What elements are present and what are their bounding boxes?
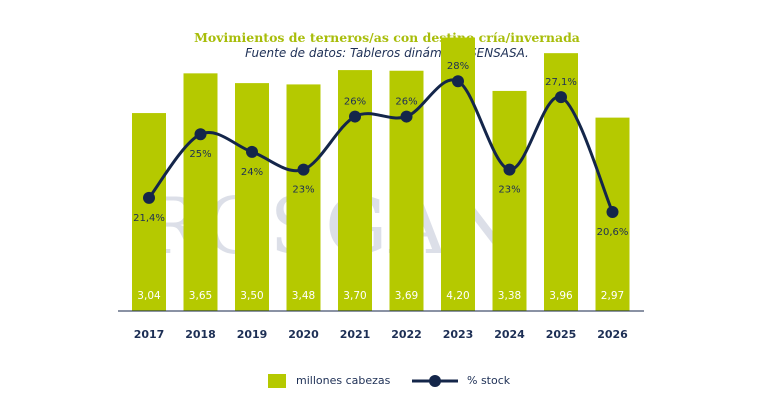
x-tick-label: 2018 [185, 328, 216, 341]
x-tick-label: 2017 [134, 328, 165, 341]
legend: millones cabezas % stock [0, 371, 774, 391]
bar-value-label: 2,97 [601, 290, 624, 302]
stock-value-label: 21,4% [133, 213, 165, 224]
x-tick-label: 2021 [340, 328, 371, 341]
bar-value-label: 3,65 [189, 290, 212, 302]
x-tick-label: 2023 [443, 328, 474, 341]
bar-2020 [286, 84, 321, 311]
stock-value-label: 23% [292, 185, 314, 196]
stock-value-label: 27,1% [545, 77, 577, 88]
stock-value-label: 26% [344, 97, 366, 108]
bar-value-label: 3,70 [343, 290, 366, 302]
x-tick-label: 2022 [391, 328, 422, 341]
x-tick-label: 2020 [288, 328, 319, 341]
legend-line-icon [412, 375, 458, 387]
stock-value-label: 28% [447, 61, 469, 72]
x-tick-label: 2026 [597, 328, 628, 341]
bar-2017 [132, 113, 166, 311]
legend-bar-swatch [268, 374, 286, 388]
stock-point-2026 [606, 206, 619, 219]
stock-point-2023 [452, 75, 464, 88]
bar-value-label: 3,50 [240, 290, 263, 302]
x-tick-label: 2025 [546, 328, 577, 341]
chart-title: Movimientos de terneros/as con destino c… [194, 30, 580, 45]
stock-point-2017 [143, 191, 155, 204]
bar-value-label: 3,04 [137, 290, 161, 302]
stock-value-label: 20,6% [597, 227, 629, 238]
stock-point-2021 [349, 110, 361, 123]
legend-line-label: % stock [467, 374, 511, 387]
line-layer [143, 75, 619, 219]
legend-bar-label: millones cabezas [296, 374, 391, 387]
bar-2019 [235, 83, 269, 311]
x-tick-label: 2019 [237, 328, 268, 341]
x-tick-label: 2024 [494, 328, 525, 341]
labels-layer: 3,04 2017 3,65 2018 3,50 2019 3,48 2020 3,70 2021… [133, 61, 628, 341]
bar-value-label: 3,69 [395, 290, 418, 302]
bar-value-label: 4,20 [446, 290, 469, 302]
bar-value-label: 3,48 [292, 290, 315, 302]
stock-point-2024 [503, 163, 516, 176]
legend-line-dot [429, 375, 441, 387]
bar-value-label: 3,38 [498, 290, 521, 302]
stock-point-2025 [555, 91, 567, 104]
bars-layer [132, 37, 630, 312]
bar-2024 [492, 90, 527, 312]
bar-value-label: 3,96 [549, 290, 573, 302]
stock-line [147, 78, 614, 213]
stock-value-label: 23% [498, 185, 520, 196]
bar-2021 [338, 70, 372, 311]
stock-point-2020 [297, 163, 310, 176]
stock-value-label: 24% [241, 167, 263, 178]
stock-point-2018 [194, 128, 207, 141]
bar-2018 [183, 73, 218, 311]
stock-value-label: 26% [395, 97, 417, 108]
stock-point-2019 [246, 145, 258, 158]
stock-value-label: 25% [189, 149, 211, 160]
stock-point-2022 [400, 110, 413, 123]
